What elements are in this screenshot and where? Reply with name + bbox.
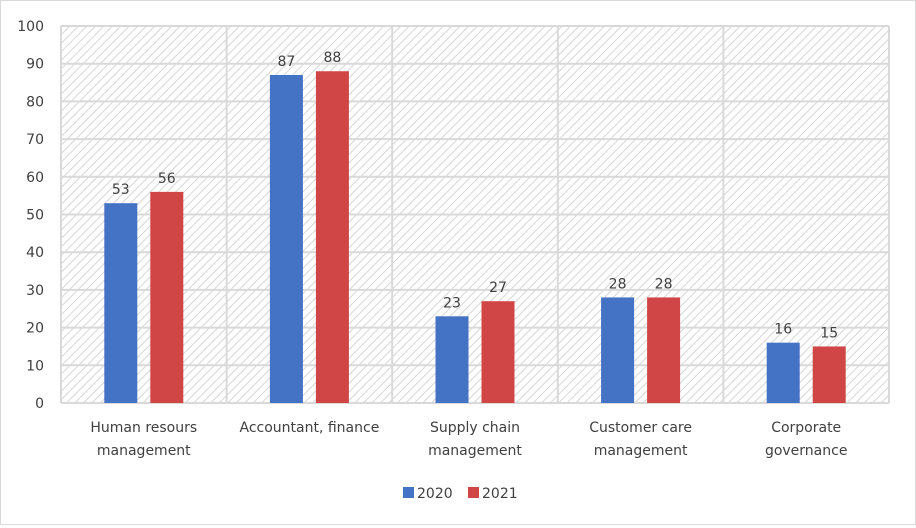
y-tick-label: 60 (26, 170, 44, 186)
bar-2020-2 (435, 316, 469, 403)
legend-swatch-2020 (403, 487, 414, 498)
y-tick-label: 70 (26, 132, 44, 148)
bar-2020-0 (104, 203, 138, 403)
y-tick-label: 20 (26, 321, 44, 337)
data-label: 53 (112, 182, 130, 198)
bar-2020-3 (601, 297, 635, 403)
legend-label-2020: 2020 (417, 486, 453, 502)
x-tick-label: Customer care (589, 420, 692, 436)
bar-2021-0 (150, 191, 184, 403)
data-label: 56 (158, 171, 176, 187)
data-label: 27 (489, 280, 507, 296)
x-tick-label: management (594, 443, 688, 459)
data-label: 23 (443, 295, 461, 311)
x-tick-label: management (428, 443, 522, 459)
y-tick-label: 30 (26, 283, 44, 299)
bar-2021-2 (481, 301, 515, 403)
y-tick-label: 40 (26, 245, 44, 261)
data-label: 87 (277, 54, 295, 70)
data-label: 15 (820, 325, 838, 341)
x-tick-label: governance (765, 443, 848, 459)
bar-2021-1 (315, 71, 349, 404)
legend-swatch-2021 (468, 487, 479, 498)
bar-2021-4 (812, 346, 846, 403)
data-label: 28 (609, 276, 627, 292)
bar-2020-1 (269, 75, 303, 403)
y-tick-label: 10 (26, 358, 44, 374)
bar-2020-4 (766, 342, 800, 403)
y-tick-label: 90 (26, 57, 44, 73)
legend-label-2021: 2021 (482, 486, 518, 502)
x-tick-label: Corporate (771, 420, 841, 436)
data-label: 28 (655, 276, 673, 292)
data-label: 16 (774, 322, 792, 338)
y-tick-label: 100 (17, 19, 44, 35)
y-tick-label: 50 (26, 208, 44, 224)
bar-2021-3 (647, 297, 681, 403)
y-tick-label: 0 (35, 396, 44, 412)
x-tick-label: management (97, 443, 191, 459)
data-label: 88 (323, 50, 341, 66)
x-tick-label: Supply chain (430, 420, 520, 436)
y-tick-label: 80 (26, 94, 44, 110)
x-tick-label: Accountant, finance (239, 420, 379, 436)
x-tick-label: Human resours (90, 420, 197, 436)
